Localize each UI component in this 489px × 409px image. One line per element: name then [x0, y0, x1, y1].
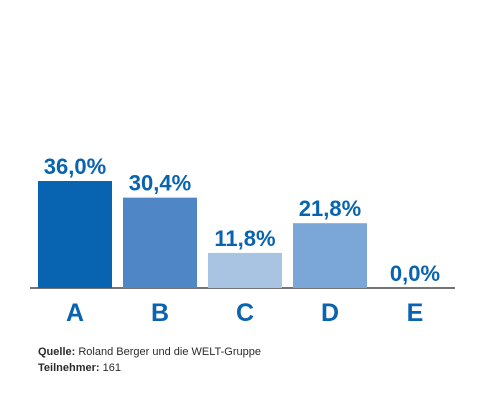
value-label-e: 0,0%: [390, 261, 440, 286]
value-label-d: 21,8%: [299, 196, 361, 221]
participants-line: Teilnehmer: 161: [38, 362, 121, 374]
value-label-a: 36,0%: [44, 154, 106, 179]
source-value: Roland Berger und die WELT-Gruppe: [78, 346, 261, 358]
source-key: Quelle:: [38, 346, 76, 358]
bar-d: [293, 223, 367, 288]
value-label-b: 30,4%: [129, 171, 191, 196]
category-label-c: C: [236, 299, 254, 327]
value-label-c: 11,8%: [214, 226, 275, 251]
participants-key: Teilnehmer:: [38, 362, 100, 374]
bar-c: [208, 252, 282, 288]
category-label-a: A: [66, 299, 84, 327]
participants-value: 161: [102, 362, 121, 374]
category-label-b: B: [151, 299, 169, 327]
bar-chart: 36,0% A 30,4% B 11,8% C 21,8% D 0,0% E: [30, 154, 455, 327]
source-line: Quelle: Roland Berger und die WELT-Grupp…: [38, 346, 261, 358]
bar-a: [38, 181, 112, 288]
category-label-d: D: [321, 299, 339, 327]
category-label-e: E: [407, 299, 424, 327]
bar-b: [123, 197, 197, 288]
